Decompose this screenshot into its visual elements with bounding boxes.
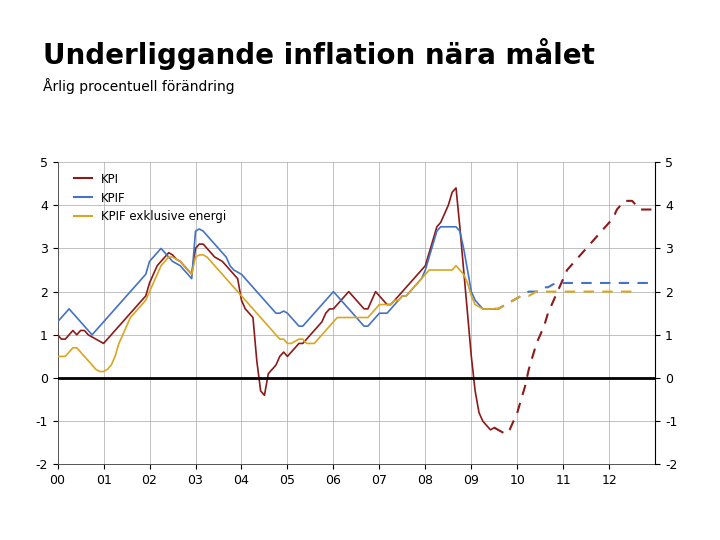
Text: Årlig procentuell förändring: Årlig procentuell förändring xyxy=(43,78,235,94)
Text: Källor: SCB och Riksbanken: Källor: SCB och Riksbanken xyxy=(552,516,713,529)
Text: Anm. Streckad linje avser Riksbankens prognos.: Anm. Streckad linje avser Riksbankens pr… xyxy=(7,516,292,529)
Text: Underliggande inflation nära målet: Underliggande inflation nära målet xyxy=(43,38,595,70)
Text: SVERIGES
RIKSBANK: SVERIGES RIKSBANK xyxy=(631,25,679,45)
Legend: KPI, KPIF, KPIF exklusive energi: KPI, KPIF, KPIF exklusive energi xyxy=(69,168,231,228)
